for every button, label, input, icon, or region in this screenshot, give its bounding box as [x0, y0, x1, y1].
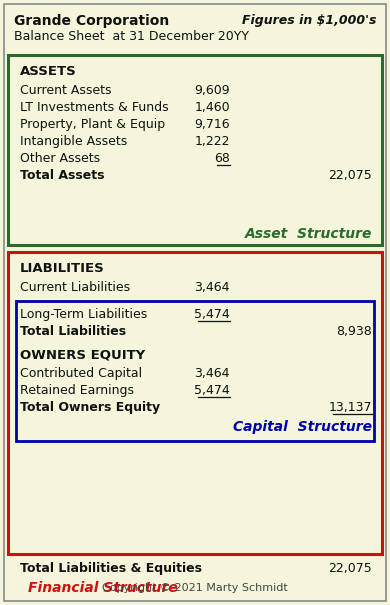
Text: 1,460: 1,460: [194, 101, 230, 114]
Text: 3,464: 3,464: [195, 367, 230, 380]
Bar: [8, 55, 382, 245]
Text: ASSETS: ASSETS: [20, 65, 77, 78]
Text: 13,137: 13,137: [328, 401, 372, 414]
Text: Capital  Structure: Capital Structure: [233, 420, 372, 434]
Text: Balance Sheet  at 31 December 20YY: Balance Sheet at 31 December 20YY: [14, 30, 249, 43]
Text: Other Assets: Other Assets: [20, 152, 100, 165]
Bar: [16, 301, 374, 441]
Text: Asset  Structure: Asset Structure: [245, 227, 372, 241]
Text: Copyright © 2021 Marty Schmidt: Copyright © 2021 Marty Schmidt: [102, 583, 288, 593]
Text: 9,609: 9,609: [194, 84, 230, 97]
Text: Financial Structure: Financial Structure: [28, 581, 178, 595]
Text: LT Investments & Funds: LT Investments & Funds: [20, 101, 168, 114]
Text: 22,075: 22,075: [328, 562, 372, 575]
Text: Total Liabilities: Total Liabilities: [20, 325, 126, 338]
Text: 5,474: 5,474: [194, 308, 230, 321]
Text: 8,938: 8,938: [336, 325, 372, 338]
Text: 9,716: 9,716: [194, 118, 230, 131]
Text: Total Liabilities & Equities: Total Liabilities & Equities: [20, 562, 202, 575]
Text: Total Owners Equity: Total Owners Equity: [20, 401, 160, 414]
Text: Current Assets: Current Assets: [20, 84, 112, 97]
Text: LIABILITIES: LIABILITIES: [20, 262, 105, 275]
Text: Long-Term Liabilities: Long-Term Liabilities: [20, 308, 147, 321]
Text: Retained Earnings: Retained Earnings: [20, 384, 134, 397]
Text: Intangible Assets: Intangible Assets: [20, 135, 127, 148]
Text: Grande Corporation: Grande Corporation: [14, 14, 169, 28]
Text: 22,075: 22,075: [328, 169, 372, 182]
Bar: [8, 252, 382, 554]
Text: Property, Plant & Equip: Property, Plant & Equip: [20, 118, 165, 131]
Text: Figures in $1,000's: Figures in $1,000's: [241, 14, 376, 27]
Text: Total Assets: Total Assets: [20, 169, 105, 182]
Text: 68: 68: [214, 152, 230, 165]
Text: OWNERS EQUITY: OWNERS EQUITY: [20, 348, 145, 361]
Text: Contributed Capital: Contributed Capital: [20, 367, 142, 380]
Text: Current Liabilities: Current Liabilities: [20, 281, 130, 294]
Text: 1,222: 1,222: [195, 135, 230, 148]
Text: 5,474: 5,474: [194, 384, 230, 397]
Text: 3,464: 3,464: [195, 281, 230, 294]
